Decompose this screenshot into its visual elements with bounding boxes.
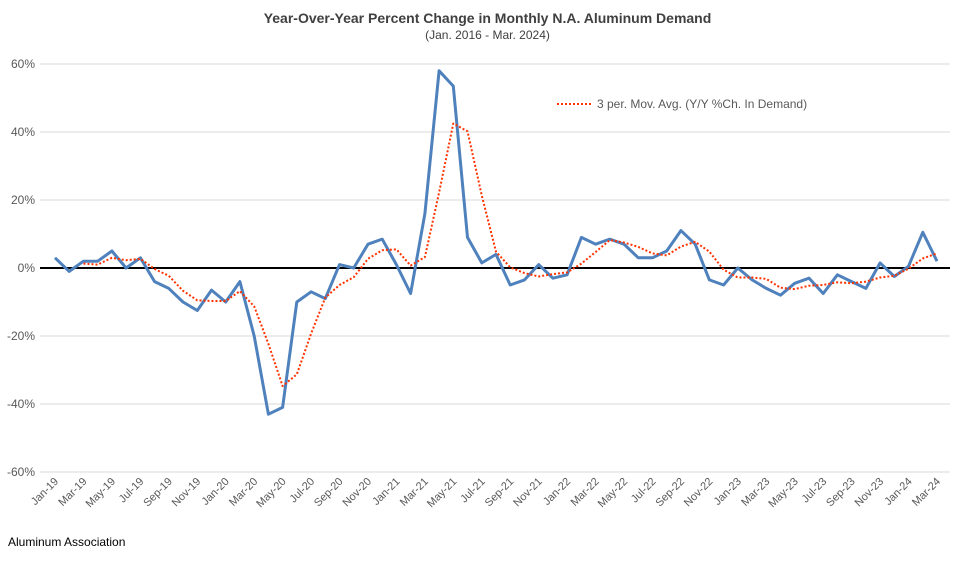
legend-label-moving-average: 3 per. Mov. Avg. (Y/Y %Ch. In Demand) — [597, 97, 808, 111]
x-tick-label: Jan-21 — [370, 476, 402, 508]
x-tick-label: Jan-19 — [29, 476, 61, 508]
x-tick-label: Jan-23 — [712, 476, 744, 508]
x-tick-label: May-22 — [596, 476, 630, 510]
y-tick-label: -60% — [7, 465, 35, 479]
x-tick-label: May-23 — [766, 476, 800, 510]
y-tick-label: 60% — [11, 57, 35, 71]
x-tick-label: May-21 — [425, 476, 459, 510]
x-tick-label: Jan-24 — [882, 476, 914, 508]
y-tick-label: -40% — [7, 397, 35, 411]
y-tick-label: 40% — [11, 125, 35, 139]
x-tick-label: Sep-20 — [312, 476, 346, 510]
x-tick-label: Nov-22 — [682, 476, 716, 510]
chart-subtitle: (Jan. 2016 - Mar. 2024) — [425, 28, 550, 42]
series-line-moving-average — [83, 122, 938, 387]
x-tick-label: Mar-24 — [910, 476, 943, 509]
legend-swatch-moving-average — [557, 103, 591, 105]
x-tick-label: Sep-21 — [483, 476, 517, 510]
series-line-yoy-change — [53, 69, 939, 416]
legend: 3 per. Mov. Avg. (Y/Y %Ch. In Demand) — [557, 97, 807, 111]
x-tick-label: Jan-20 — [200, 476, 232, 508]
x-tick-label: Nov-20 — [341, 476, 375, 510]
x-tick-label: May-20 — [254, 476, 288, 510]
x-tick-label: May-19 — [84, 476, 118, 510]
x-tick-label: Nov-19 — [170, 476, 204, 510]
x-tick-label: Nov-23 — [853, 476, 887, 510]
x-tick-label: Sep-23 — [824, 476, 858, 510]
chart-title: Year-Over-Year Percent Change in Monthly… — [263, 10, 712, 26]
x-tick-label: Jan-22 — [541, 476, 573, 508]
y-tick-label: -20% — [7, 329, 35, 343]
source-note: Aluminum Association — [8, 535, 126, 549]
x-tick-label: Nov-21 — [511, 476, 545, 510]
x-tick-label: Sep-22 — [653, 476, 687, 510]
y-tick-label: 20% — [11, 193, 35, 207]
x-tick-label: Sep-19 — [141, 476, 175, 510]
y-tick-label: 0% — [18, 261, 36, 275]
